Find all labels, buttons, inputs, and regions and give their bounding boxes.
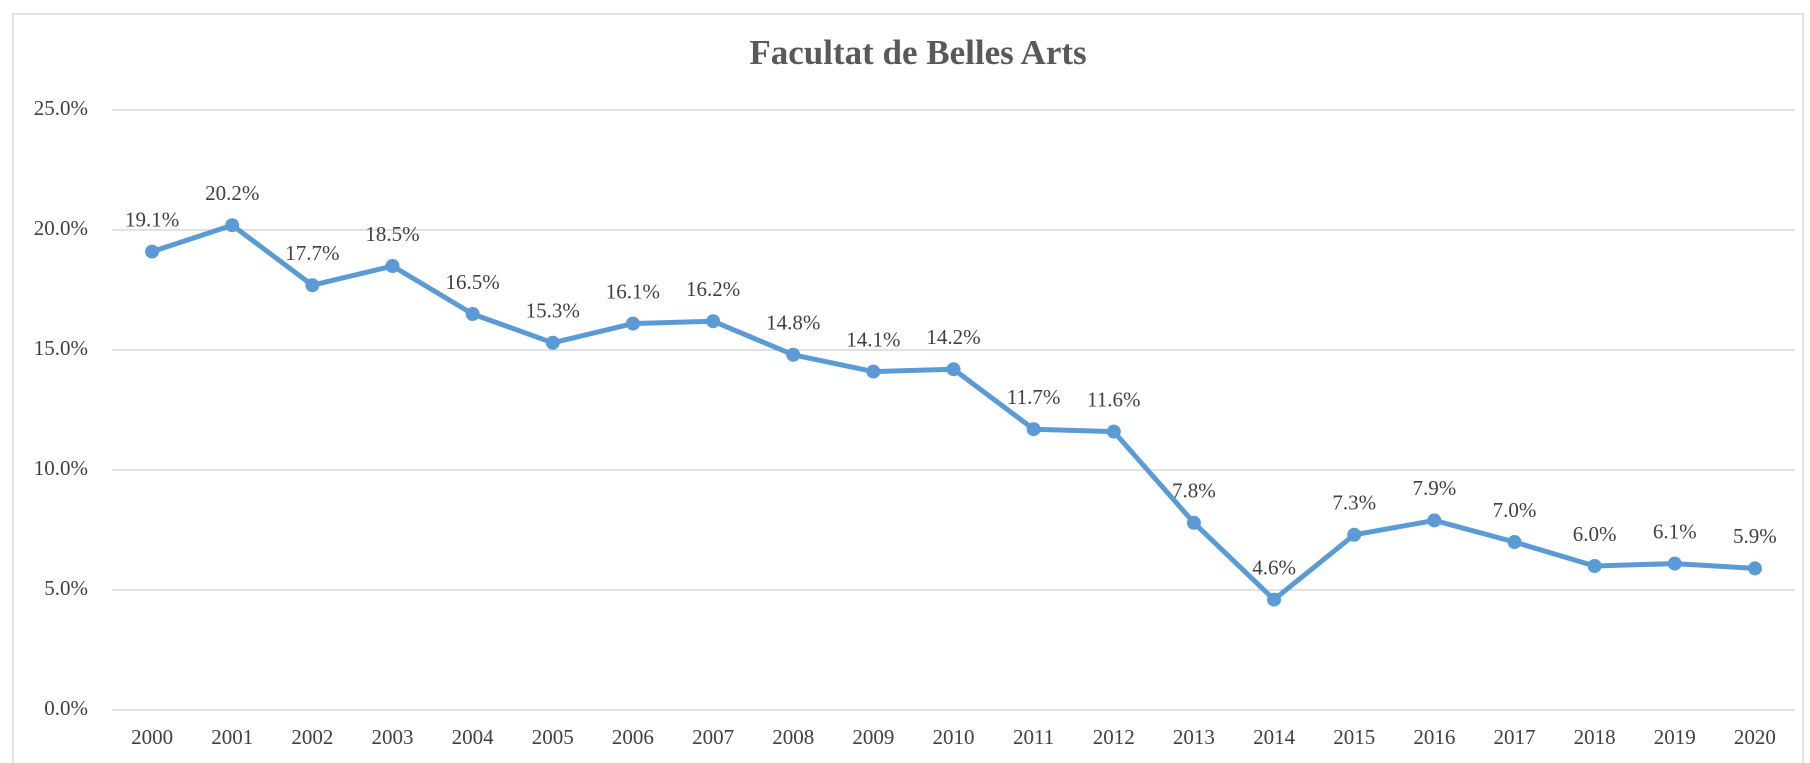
x-tick-label: 2015 [1333, 725, 1375, 749]
data-point [385, 259, 400, 273]
x-tick-label: 2010 [933, 725, 975, 749]
data-label: 14.2% [926, 325, 980, 349]
data-point [1026, 422, 1041, 437]
y-tick-label: 25.0% [34, 96, 88, 120]
data-label: 6.0% [1573, 522, 1617, 546]
data-point [225, 218, 240, 233]
data-point [1747, 561, 1762, 576]
data-label: 17.7% [285, 241, 339, 265]
chart-border [12, 13, 1804, 763]
y-tick-label: 15.0% [34, 336, 88, 360]
data-label: 16.5% [446, 270, 500, 294]
x-tick-label: 2014 [1253, 725, 1296, 749]
data-point [786, 347, 801, 362]
data-label: 14.8% [766, 311, 820, 335]
x-tick-label: 2007 [692, 725, 734, 749]
data-label: 7.8% [1172, 479, 1216, 503]
y-tick-label: 10.0% [34, 456, 88, 480]
x-tick-label: 2008 [772, 725, 814, 749]
data-point [625, 316, 640, 331]
data-label: 6.1% [1653, 519, 1697, 543]
data-point [1106, 424, 1121, 439]
data-label: 14.1% [846, 327, 900, 351]
data-point [1507, 535, 1522, 549]
x-tick-label: 2009 [852, 725, 894, 749]
y-tick-label: 5.0% [44, 576, 88, 600]
x-tick-label: 2003 [372, 725, 414, 749]
x-tick-label: 2013 [1173, 725, 1215, 749]
data-label: 16.2% [686, 277, 740, 301]
chart-title: Facultat de Belles Arts [749, 33, 1086, 72]
data-label: 19.1% [125, 207, 179, 231]
x-tick-label: 2005 [532, 725, 574, 749]
data-label: 7.9% [1412, 476, 1456, 500]
data-point [1427, 513, 1442, 528]
data-label: 16.1% [606, 279, 660, 303]
y-tick-label: 0.0% [44, 696, 88, 720]
x-tick-label: 2019 [1654, 725, 1696, 749]
data-point [866, 364, 881, 379]
data-point [1667, 556, 1682, 571]
data-point [145, 244, 160, 259]
data-point [946, 362, 961, 377]
data-label: 5.9% [1733, 524, 1777, 548]
data-label: 15.3% [526, 299, 580, 323]
x-tick-label: 2002 [291, 725, 333, 749]
x-tick-label: 2012 [1093, 725, 1135, 749]
x-tick-label: 2020 [1734, 725, 1776, 749]
x-tick-label: 2017 [1494, 725, 1536, 749]
data-point [1587, 559, 1602, 573]
data-label: 18.5% [365, 222, 419, 246]
x-tick-label: 2000 [131, 725, 173, 749]
data-point [706, 314, 721, 329]
x-tick-label: 2011 [1013, 725, 1054, 749]
data-label: 7.0% [1493, 498, 1537, 522]
data-point [1267, 592, 1282, 607]
x-tick-label: 2016 [1413, 725, 1455, 749]
data-label: 4.6% [1252, 555, 1296, 579]
data-label: 7.3% [1332, 491, 1376, 515]
x-tick-label: 2018 [1574, 725, 1616, 749]
x-tick-label: 2006 [612, 725, 654, 749]
data-point [1186, 515, 1201, 530]
data-point [305, 278, 320, 293]
data-label: 20.2% [205, 181, 259, 205]
data-point [1347, 527, 1362, 542]
data-label: 11.6% [1087, 387, 1140, 411]
data-point [465, 307, 480, 321]
y-tick-label: 20.0% [34, 216, 88, 240]
x-tick-label: 2001 [211, 725, 253, 749]
data-label: 11.7% [1007, 385, 1060, 409]
x-tick-label: 2004 [452, 725, 495, 749]
data-point [545, 335, 560, 350]
